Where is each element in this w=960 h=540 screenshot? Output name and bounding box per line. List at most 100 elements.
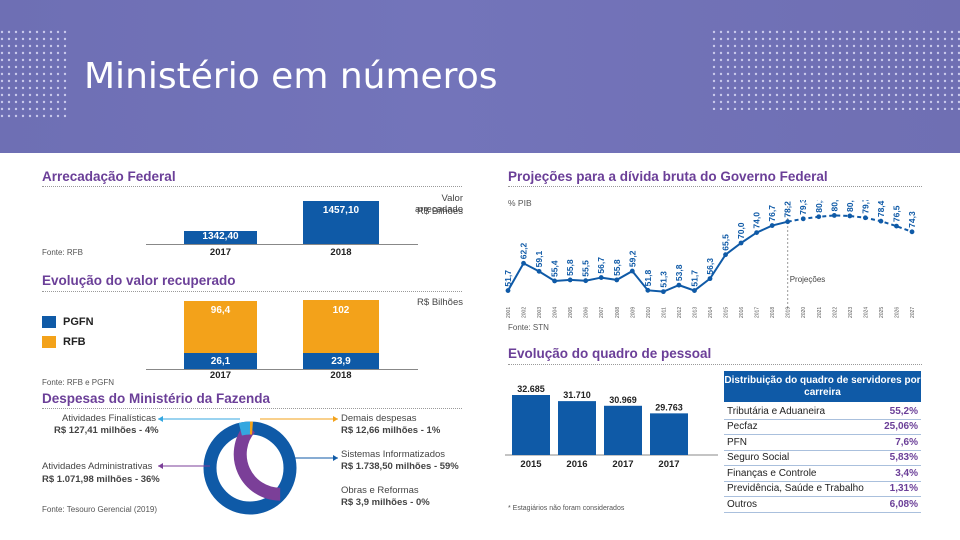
carreira-name: Tributária e Aduaneira — [724, 404, 878, 420]
debt-year-label: 2001 — [506, 307, 512, 318]
debt-value-label: 56,7 — [596, 257, 606, 274]
debt-value-label: 74,3 — [907, 211, 917, 228]
debt-year-label: 2010 — [646, 307, 652, 318]
pessoal-chart: 32.685 2015 31.710 2016 30.969 2017 29.763 2017 — [505, 384, 718, 470]
arrecadacao-value-2017: 1342,40 — [202, 231, 239, 242]
table-row: Seguro Social 5,83% — [724, 450, 921, 466]
debt-year-label: 2006 — [584, 307, 590, 318]
arrecadacao-value-2018: 1457,10 — [322, 205, 360, 216]
debt-value-label: 79,3 — [798, 200, 808, 215]
debt-value-label: 55,8 — [565, 259, 575, 276]
recuperado-value-pgfn-2018: 23,9 — [331, 356, 351, 367]
debt-value-label: 76,7 — [767, 205, 777, 222]
carreira-value: 7,6% — [877, 434, 921, 451]
debt-value-label: 78,2 — [783, 201, 793, 218]
debt-value-label: 62,2 — [519, 242, 529, 259]
pessoal-year-label: 2015 — [520, 459, 542, 470]
carreira-name: Outros — [724, 496, 878, 513]
debt-point — [629, 268, 635, 274]
debt-value-label: 51,8 — [643, 270, 653, 287]
debt-point — [894, 223, 899, 229]
table-row: Finanças e Controle 3,4% — [724, 465, 921, 482]
debt-year-label: 2026 — [894, 307, 900, 318]
debt-value-label: 78,4 — [876, 200, 886, 217]
debt-point — [521, 260, 526, 266]
despesa-name-finalisticas: Atividades Finalísticas — [62, 413, 156, 424]
carreira-name: PFN — [724, 434, 878, 451]
carreira-name: Finanças e Controle — [724, 465, 878, 482]
debt-value-label: 80,6 — [829, 200, 839, 211]
recuperado-unit: R$ Bilhões — [417, 297, 463, 308]
page-title: Ministério em números — [84, 56, 498, 97]
debt-year-label: 2007 — [599, 307, 605, 318]
divida-source: Fonte: STN — [508, 323, 549, 332]
debt-value-label: 70,0 — [736, 222, 746, 239]
debt-year-label: 2009 — [630, 307, 636, 318]
carreira-value: 6,08% — [877, 496, 921, 513]
debt-year-label: 2005 — [568, 307, 574, 318]
legend-label-rfb: RFB — [63, 336, 86, 348]
arrecadacao-bar-2017 — [184, 231, 257, 244]
pessoal-title: Evolução do quadro de pessoal — [508, 346, 712, 361]
debt-value-label: 55,5 — [581, 260, 591, 277]
debt-point — [567, 277, 573, 283]
debt-year-label: 2002 — [522, 307, 528, 318]
carreira-name: Pecfaz — [724, 419, 878, 435]
debt-point — [692, 288, 697, 293]
debt-point — [536, 268, 542, 274]
table-row: Pecfaz 25,06% — [724, 419, 921, 435]
debt-value-label: 80,1 — [814, 200, 824, 213]
debt-value-label: 55,8 — [612, 259, 622, 276]
recuperado-year-2018: 2018 — [330, 370, 352, 381]
legend-label-pgfn: PGFN — [63, 316, 94, 328]
pessoal-year-label: 2016 — [566, 459, 587, 470]
pessoal-note: * Estagiários não foram considerados — [508, 505, 625, 512]
debt-point — [552, 278, 558, 284]
despesa-name-obras: Obras e Reformas — [341, 485, 419, 496]
despesas-donut — [203, 421, 297, 515]
pessoal-value-label: 29.763 — [655, 402, 683, 412]
divider — [42, 186, 462, 187]
recuperado-bar-pgfn-2018 — [303, 353, 379, 369]
debt-value-label: 76,5 — [891, 205, 901, 222]
debt-year-label: 2014 — [708, 307, 714, 318]
debt-point — [505, 288, 511, 293]
recuperado-year-2017: 2017 — [209, 370, 232, 381]
debt-point — [598, 275, 604, 280]
pessoal-value-label: 31.710 — [563, 390, 591, 400]
despesa-name-administrativas: Atividades Administrativas — [42, 461, 153, 472]
carreira-name: Previdência, Saúde e Trabalho — [724, 481, 878, 497]
carreira-value: 55,2% — [877, 404, 921, 420]
debt-value-label: 51,7 — [503, 270, 513, 287]
debt-point — [862, 215, 868, 221]
divida-ylabel: % PIB — [508, 198, 532, 208]
recuperado-source: Fonte: RFB e PGFN — [42, 378, 115, 387]
debt-value-label: 59,1 — [534, 251, 544, 268]
despesa-name-demais: Demais despesas — [341, 413, 417, 424]
debt-point — [583, 278, 589, 284]
pessoal-bar — [650, 413, 688, 455]
debt-year-label: 2027 — [910, 307, 916, 318]
debt-year-label: 2024 — [863, 307, 869, 318]
recuperado-bar-rfb-2017 — [184, 301, 257, 353]
projection-label: Projeções — [790, 275, 826, 284]
debt-point — [676, 282, 682, 288]
debt-point — [738, 240, 744, 246]
debt-point — [847, 213, 853, 219]
dot-pattern-right — [712, 30, 960, 110]
debt-value-label: 80,4 — [845, 200, 855, 212]
despesas-title: Despesas do Ministério da Fazenda — [42, 391, 271, 406]
debt-point — [878, 218, 884, 224]
recuperado-title: Evolução do valor recuperado — [42, 273, 236, 288]
debt-point — [909, 229, 915, 235]
table-row: Previdência, Saúde e Trabalho 1,31% — [724, 481, 921, 497]
carreira-name: Seguro Social — [724, 450, 878, 466]
debt-point — [800, 216, 806, 222]
x-axis — [146, 244, 418, 245]
despesa-value-sistemas: R$ 1.738,50 milhões - 59% — [341, 461, 459, 472]
debt-line-projected — [787, 214, 913, 233]
pessoal-year-label: 2017 — [658, 459, 679, 470]
carreira-value: 3,4% — [877, 465, 921, 482]
recuperado-value-rfb-2017: 96,4 — [210, 305, 231, 316]
debt-point — [723, 252, 728, 258]
